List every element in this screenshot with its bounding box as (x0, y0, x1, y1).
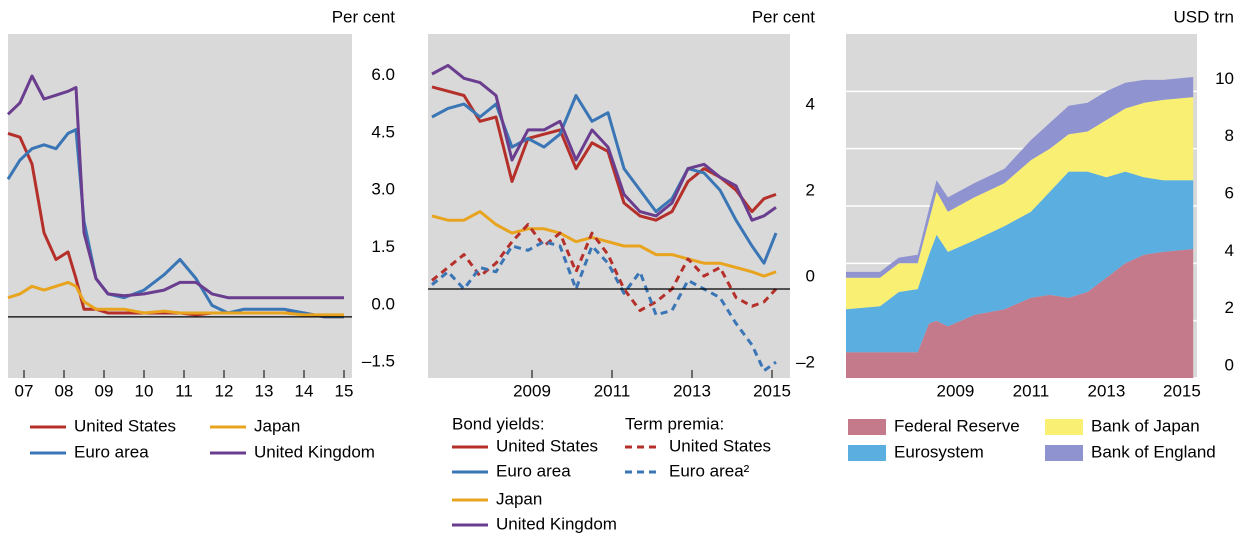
legend-label: Japan (496, 489, 542, 508)
legend-label: Japan (254, 416, 300, 435)
legend-title: Bond yields: (452, 414, 545, 433)
legend-label: Bank of Japan (1091, 416, 1200, 435)
y-tick-label: 4.5 (371, 122, 395, 141)
y-tick-label: 3.0 (371, 180, 395, 199)
x-tick-label: 15 (335, 381, 354, 400)
x-tick-label: 09 (95, 381, 114, 400)
legend-swatch (848, 419, 886, 435)
x-tick-label: 2013 (673, 381, 711, 400)
x-tick-label: 2011 (594, 381, 631, 400)
y-tick-label: –1.5 (362, 352, 395, 371)
area-series (846, 249, 1194, 378)
y-tick-label: 4 (806, 94, 815, 113)
y-tick-label: 1.5 (371, 237, 395, 256)
legend-label: Eurosystem (894, 442, 984, 461)
line-series (6, 74, 344, 300)
area-series (846, 97, 1194, 310)
y-tick-label: 0 (806, 266, 815, 285)
legend-swatch (1045, 445, 1083, 461)
y-tick-label: 6.0 (371, 65, 395, 84)
area-series (846, 171, 1194, 353)
y-tick-label: 6 (1225, 183, 1234, 202)
legend-swatch (848, 445, 886, 461)
legend-label: United Kingdom (254, 442, 375, 461)
x-tick-label: 11 (175, 381, 193, 400)
y-tick-label: 8 (1225, 126, 1234, 145)
line-series (6, 128, 344, 319)
x-tick-label: 2015 (753, 381, 791, 400)
line-series (431, 63, 777, 222)
legend-label: Euro area (74, 442, 149, 461)
line-series (431, 210, 777, 278)
y-tick-label: 2 (1225, 298, 1234, 317)
y-tick-label: 0.0 (371, 294, 395, 313)
y-tick-label: –2 (796, 352, 815, 371)
legend-label: Euro area² (669, 461, 750, 480)
x-tick-label: 2015 (1163, 381, 1201, 400)
y-tick-label: 2 (806, 180, 815, 199)
x-tick-label: 13 (255, 381, 274, 400)
x-tick-label: 08 (55, 381, 74, 400)
y-tick-label: 10 (1215, 69, 1234, 88)
x-tick-label: 10 (135, 381, 154, 400)
legend-swatch (1045, 419, 1083, 435)
legend-title: Term premia: (625, 414, 724, 433)
legend-label: United States (74, 416, 176, 435)
line-series (431, 94, 778, 265)
x-tick-label: 12 (215, 381, 234, 400)
y-tick-label: 0 (1225, 355, 1234, 374)
x-tick-label: 14 (295, 381, 314, 400)
x-tick-label: 2013 (1088, 381, 1126, 400)
legend-label: Euro area (496, 461, 571, 480)
legend-label: Federal Reserve (894, 416, 1020, 435)
unit-label: Per cent (332, 7, 396, 26)
legend-label: United States (496, 436, 598, 455)
legend-label: Bank of England (1091, 442, 1216, 461)
line-series (7, 280, 344, 317)
unit-label: Per cent (752, 7, 816, 26)
y-tick-label: 4 (1225, 241, 1234, 260)
plot-background (8, 34, 352, 378)
legend-label: United States (669, 436, 771, 455)
x-tick-label: 2011 (1013, 381, 1050, 400)
x-tick-label: 2009 (513, 381, 551, 400)
x-tick-label: 07 (15, 381, 34, 400)
x-tick-label: 2009 (937, 381, 975, 400)
area-series (846, 77, 1194, 278)
legend-label: United Kingdom (496, 514, 617, 533)
unit-label: USD trn (1174, 7, 1234, 26)
